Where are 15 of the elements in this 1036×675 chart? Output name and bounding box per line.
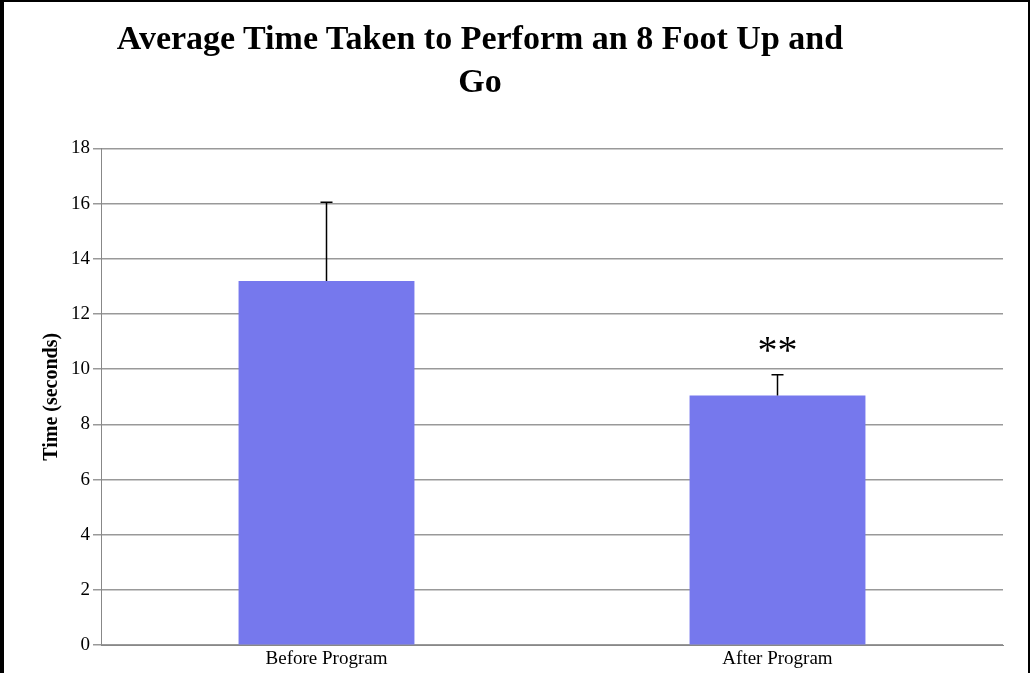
y-tick-label: 12: [71, 301, 90, 323]
y-tick-label: 4: [80, 522, 91, 544]
y-tick-label: 14: [71, 246, 91, 268]
y-axis-title: Time (seconds): [39, 332, 63, 461]
y-tick-label: 6: [80, 467, 90, 489]
x-tick-label: Before Program: [265, 646, 388, 668]
annotation: **: [757, 327, 798, 373]
y-tick-label: 8: [80, 412, 90, 434]
y-tick-label: 18: [71, 136, 90, 158]
x-tick-label: After Program: [722, 646, 833, 668]
y-tick-label: 10: [71, 357, 90, 379]
y-tick-label: 2: [80, 577, 90, 599]
chart-title: Average Time Taken to Perform an 8 Foot Up and Go: [115, 18, 845, 101]
y-tick-label: 16: [71, 191, 90, 213]
y-tick-label: 0: [80, 633, 90, 655]
